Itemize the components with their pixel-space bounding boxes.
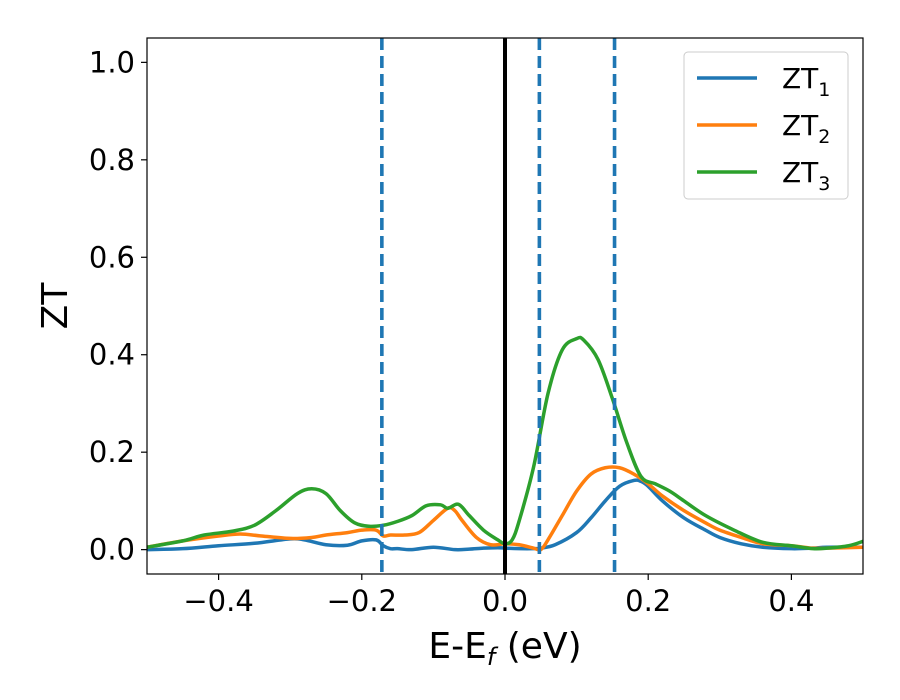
x-tick-label: −0.4: [183, 584, 253, 618]
y-axis: 0.0 0.2 0.4 0.6 0.8 1.0: [89, 45, 147, 567]
legend-label-zt3: ZT3: [782, 156, 830, 195]
plot-area: [147, 38, 863, 574]
y-tick-label: 0.2: [89, 435, 135, 469]
x-tick-label: −0.2: [327, 584, 397, 618]
legend-label-zt1: ZT1: [782, 62, 830, 101]
y-tick-label: 0.4: [89, 338, 135, 372]
y-axis-title: ZT: [35, 282, 76, 330]
y-tick-label: 0.6: [89, 240, 135, 274]
legend: ZT1 ZT2 ZT3: [683, 51, 849, 200]
legend-box: [683, 51, 849, 200]
x-tick-label: 0.4: [768, 584, 814, 618]
legend-label-zt2: ZT2: [782, 109, 830, 148]
y-tick-label: 0.8: [89, 143, 135, 177]
y-tick-label: 0.0: [89, 533, 135, 567]
x-tick-label: 0.0: [482, 584, 528, 618]
x-tick-label: 0.2: [625, 584, 671, 618]
x-axis-title: E-Ef (eV): [428, 626, 581, 671]
y-tick-label: 1.0: [89, 45, 135, 79]
series-line-zt1: [147, 478, 863, 552]
x-axis: −0.4 −0.2 0.0 0.2 0.4: [183, 574, 814, 618]
